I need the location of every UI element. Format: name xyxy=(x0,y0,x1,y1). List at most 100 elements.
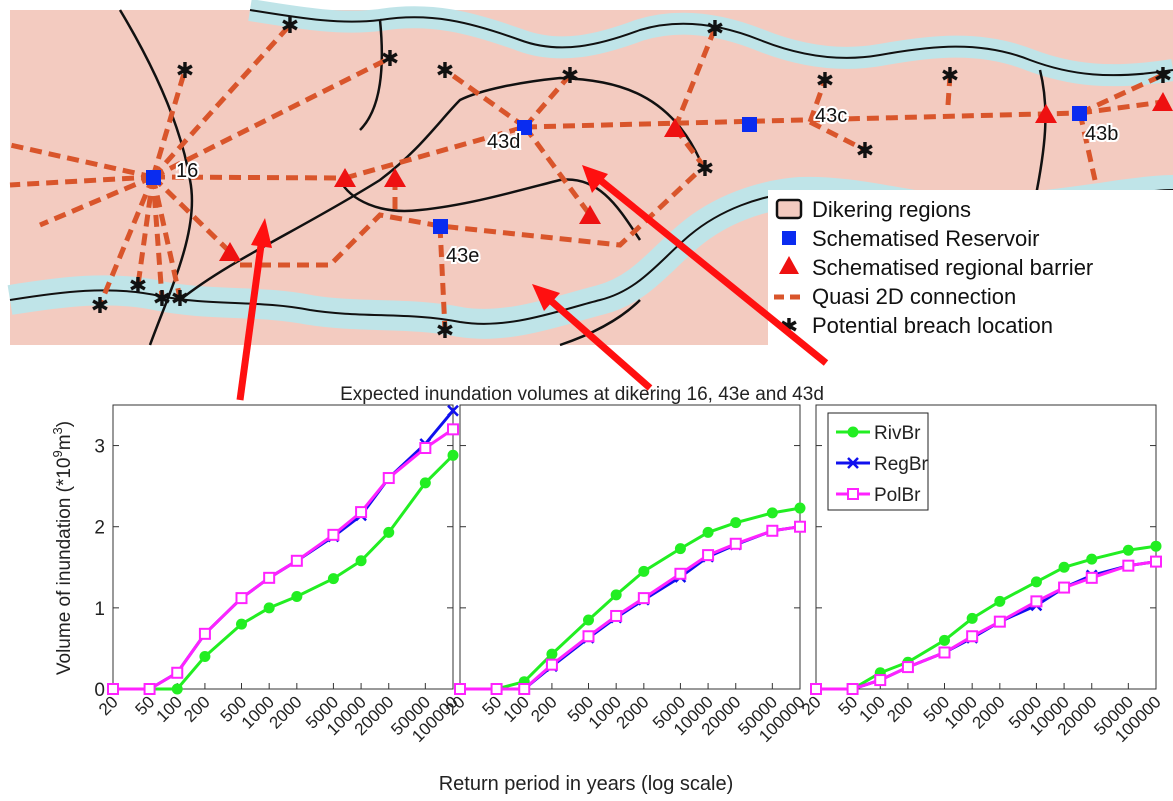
barrier-triangle-icon xyxy=(219,242,241,261)
dike-line-6 xyxy=(559,299,641,347)
x-tick-label: 2000 xyxy=(265,692,305,732)
barrier-triangle-icon xyxy=(579,205,601,224)
x-tick-label: 200 xyxy=(180,692,213,725)
reservoirs xyxy=(146,106,1087,234)
legend-label-dikering: Dikering regions xyxy=(812,197,971,222)
legend-label-barrier: Schematised regional barrier xyxy=(812,255,1093,280)
breach-asterisk-icon: ✱ xyxy=(696,157,714,182)
data-point xyxy=(447,449,459,461)
data-point xyxy=(1085,571,1098,584)
data-point xyxy=(198,627,211,640)
data-point xyxy=(171,683,183,695)
barrier-triangle-icon xyxy=(384,168,406,187)
arrow-head-icon xyxy=(251,218,272,248)
data-point xyxy=(938,634,950,646)
breach-asterisk-icon: ✱ xyxy=(706,17,724,42)
panel-frame xyxy=(459,404,801,690)
data-point xyxy=(846,683,859,695)
callout-arrows xyxy=(236,165,829,401)
data-point xyxy=(1030,595,1043,608)
chart-title: Expected inundation volumes at dikering … xyxy=(340,384,824,405)
breach-asterisk-icon: ✱ xyxy=(561,64,579,89)
data-point xyxy=(1030,576,1042,588)
data-point xyxy=(610,609,623,622)
y-axis-label-mid: m xyxy=(54,434,75,450)
arrow-16 xyxy=(236,237,266,401)
breach-asterisk-icon: ✱ xyxy=(941,64,959,89)
data-point xyxy=(994,595,1006,607)
y-axis-label-end: ) xyxy=(54,421,75,427)
data-point xyxy=(1086,553,1098,565)
data-point xyxy=(729,537,742,550)
breach-asterisk-icon: ✱ xyxy=(856,139,874,164)
legend-label-polbr: PolBr xyxy=(874,485,921,506)
y-axis-label-sup2: 3 xyxy=(50,427,65,434)
data-point xyxy=(794,520,806,533)
river-north-bank xyxy=(249,9,1173,77)
dike-line-5 xyxy=(1033,69,1047,201)
data-point xyxy=(454,683,466,695)
breach-asterisk-icon: ✱ xyxy=(176,59,194,84)
reservoir-square-icon xyxy=(742,117,757,132)
regional-barriers xyxy=(219,92,1173,261)
data-point xyxy=(794,502,806,514)
dike-line-1 xyxy=(118,9,194,346)
data-point xyxy=(1058,561,1070,573)
data-point xyxy=(847,426,859,438)
data-point xyxy=(810,683,822,695)
breach-asterisk-icon: ✱ xyxy=(1154,64,1172,89)
x-tick-label: 2000 xyxy=(968,692,1008,732)
x-tick-label: 200 xyxy=(527,692,560,725)
breach-asterisk-icon: ✱ xyxy=(153,287,171,312)
series-polbr xyxy=(454,520,806,695)
data-point xyxy=(674,543,686,555)
barrier-triangle-icon xyxy=(779,256,799,274)
barrier-triangle-icon xyxy=(334,168,356,187)
data-point xyxy=(419,477,431,489)
legend-label-regbr: RegBr xyxy=(874,454,929,475)
data-point xyxy=(874,674,887,687)
data-point xyxy=(766,507,778,519)
series-polbr xyxy=(107,423,459,695)
data-point xyxy=(1150,555,1162,568)
reservoir-square-icon xyxy=(782,231,796,245)
dike-line-4 xyxy=(359,19,384,131)
region-label-43e: 43e xyxy=(446,245,479,267)
data-point xyxy=(143,683,156,695)
region-label-43c: 43c xyxy=(815,105,847,127)
legend-label-connection: Quasi 2D connection xyxy=(812,284,1016,309)
y-tick-label: 2 xyxy=(94,518,105,539)
data-point xyxy=(610,589,622,601)
data-point xyxy=(993,615,1006,628)
dike-line-2 xyxy=(179,76,702,301)
barrier-triangle-icon xyxy=(1035,104,1057,123)
x-tick-label: 100 xyxy=(856,692,889,725)
data-point xyxy=(1058,581,1071,594)
y-tick-label: 1 xyxy=(94,599,105,620)
reservoir-square-icon xyxy=(517,120,532,135)
data-point xyxy=(235,618,247,630)
data-point xyxy=(327,528,340,541)
region-label-43b: 43b xyxy=(1085,123,1118,145)
data-point xyxy=(730,517,742,529)
y-tick-label: 3 xyxy=(94,437,105,458)
reservoir-square-icon xyxy=(433,219,448,234)
data-point xyxy=(199,651,211,663)
breach-asterisk-icon: ✱ xyxy=(91,294,109,319)
x-tick-label: 100 xyxy=(153,692,186,725)
y-tick-label: 0 xyxy=(94,680,105,701)
data-point xyxy=(966,612,978,624)
data-point xyxy=(447,423,459,436)
breach-locations: ✱ ✱ ✱ ✱ ✱ ✱ ✱ ✱ ✱ ✱ ✱ ✱ ✱ ✱ ✱ ✱ xyxy=(91,14,1172,344)
data-point xyxy=(518,683,531,695)
legend-label-reservoir: Schematised Reservoir xyxy=(812,226,1039,251)
panel-frame xyxy=(112,404,454,690)
barrier-triangle-icon xyxy=(664,118,686,137)
data-point xyxy=(235,592,248,605)
data-point xyxy=(1150,540,1162,552)
data-point xyxy=(545,658,558,671)
data-point xyxy=(546,648,558,660)
